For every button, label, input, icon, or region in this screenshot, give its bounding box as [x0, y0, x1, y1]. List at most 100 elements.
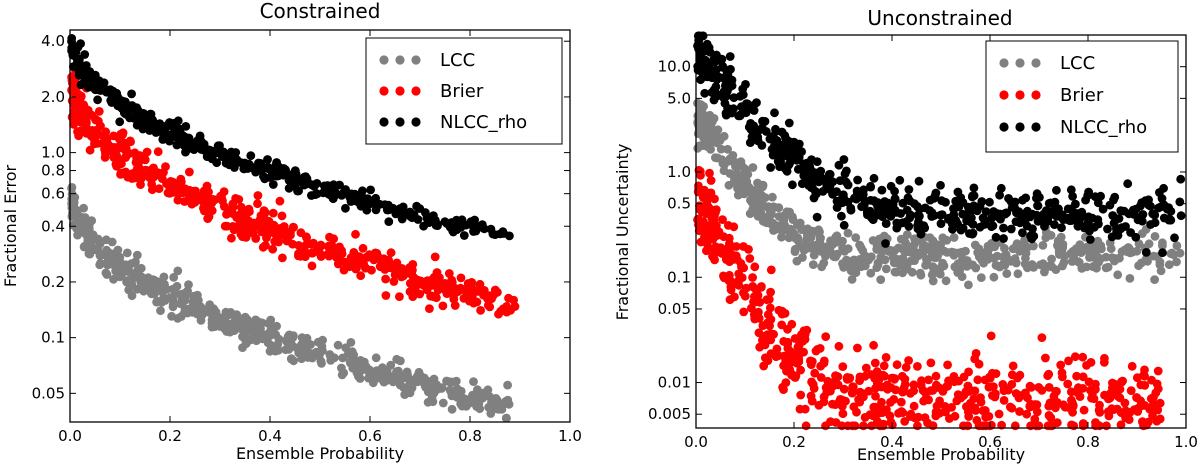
scatter-point-lcc: [707, 117, 717, 127]
scatter-point-lcc: [367, 368, 376, 377]
scatter-point-lcc: [1115, 253, 1124, 263]
scatter-point-brier: [1155, 398, 1165, 408]
scatter-point-nlcc-rho: [1093, 198, 1103, 208]
y-tick-label: 2.0: [41, 88, 65, 106]
scatter-point-nlcc-rho: [802, 158, 812, 168]
legend-marker: [411, 55, 421, 65]
scatter-point-brier: [1139, 421, 1148, 431]
scatter-point-nlcc-rho: [185, 140, 195, 150]
scatter-point-brier: [1030, 414, 1040, 424]
chart-title: Unconstrained: [867, 6, 1012, 30]
scatter-point-lcc: [1073, 257, 1083, 266]
scatter-point-nlcc-rho: [1066, 185, 1076, 195]
scatter-point-lcc: [1021, 253, 1030, 263]
scatter-point-brier: [488, 291, 498, 300]
scatter-point-brier: [185, 167, 194, 177]
scatter-point-lcc: [795, 241, 804, 251]
legend-marker: [1015, 122, 1025, 132]
scatter-point-brier: [736, 259, 746, 268]
scatter-point-nlcc-rho: [221, 151, 231, 161]
scatter-point-lcc: [949, 248, 959, 258]
scatter-point-brier: [270, 237, 280, 246]
scatter-point-lcc: [188, 308, 198, 317]
scatter-point-nlcc-rho: [1033, 201, 1043, 211]
scatter-point-nlcc-rho: [1154, 203, 1163, 213]
scatter-point-nlcc-rho: [99, 78, 109, 88]
scatter-point-nlcc-rho: [84, 82, 94, 92]
scatter-point-nlcc-rho: [797, 147, 806, 157]
scatter-point-brier: [1056, 360, 1066, 370]
scatter-point-nlcc-rho: [92, 80, 101, 89]
scatter-point-brier: [1091, 379, 1100, 389]
scatter-point-lcc: [750, 187, 760, 197]
scatter-point-lcc: [802, 234, 812, 244]
scatter-point-nlcc-rho: [711, 56, 721, 65]
scatter-point-brier: [268, 244, 278, 254]
scatter-point-nlcc-rho: [1119, 206, 1129, 216]
scatter-point-brier: [934, 383, 944, 392]
legend-marker: [379, 117, 389, 127]
scatter-point-nlcc-rho: [302, 174, 312, 184]
scatter-point-brier: [380, 265, 390, 274]
y-axis-label: Fractional Uncertainty: [613, 144, 632, 321]
scatter-point-lcc: [1150, 275, 1159, 284]
scatter-point-brier: [496, 306, 505, 316]
scatter-point-nlcc-rho: [877, 185, 887, 195]
scatter-point-nlcc-rho: [1044, 199, 1054, 208]
scatter-point-nlcc-rho: [954, 202, 964, 212]
scatter-point-brier: [152, 169, 162, 178]
legend: LCC Brier NLCC_rho: [985, 40, 1179, 153]
scatter-point-brier: [731, 242, 741, 251]
scatter-point-nlcc-rho: [445, 222, 455, 232]
scatter-point-nlcc-rho: [115, 117, 125, 127]
scatter-point-brier: [920, 413, 930, 422]
scatter-point-nlcc-rho: [1129, 210, 1139, 219]
scatter-point-lcc: [392, 354, 402, 364]
scatter-point-nlcc-rho: [1166, 215, 1176, 225]
scatter-point-nlcc-rho: [336, 190, 346, 200]
scatter-point-brier: [791, 355, 800, 365]
scatter-point-nlcc-rho: [1010, 197, 1020, 207]
scatter-point-lcc: [719, 131, 729, 141]
legend-marker: [999, 58, 1009, 68]
scatter-point-brier: [120, 145, 130, 154]
scatter-point-lcc: [225, 327, 235, 337]
scatter-point-brier: [837, 401, 847, 411]
scatter-point-nlcc-rho: [969, 183, 979, 193]
scatter-point-lcc: [838, 259, 847, 269]
scatter-point-nlcc-rho: [698, 59, 708, 69]
scatter-point-lcc: [693, 117, 703, 127]
scatter-point-lcc: [1069, 250, 1079, 260]
scatter-point-lcc: [264, 330, 274, 339]
scatter-point-lcc: [1029, 263, 1038, 272]
scatter-point-nlcc-rho: [881, 219, 891, 229]
scatter-point-brier: [463, 288, 473, 298]
scatter-point-lcc: [487, 403, 497, 413]
scatter-point-brier: [842, 373, 852, 383]
y-axis: 0.05 0.1 0.2 0.4 0.6 0.81.0 2.0 4.0: [32, 32, 570, 402]
scatter-point-lcc: [811, 244, 820, 254]
scatter-point-lcc: [122, 276, 132, 285]
scatter-point-lcc: [838, 236, 847, 246]
scatter-point-brier: [356, 271, 366, 281]
legend-marker: [379, 86, 389, 96]
scatter-point-brier: [980, 406, 989, 415]
scatter-point-nlcc-rho: [741, 80, 750, 89]
scatter-point-brier: [228, 199, 238, 209]
scatter-point-lcc: [423, 387, 433, 397]
scatter-point-lcc: [503, 380, 512, 390]
scatter-point-brier: [896, 397, 906, 407]
scatter-point-nlcc-rho: [958, 209, 968, 219]
scatter-point-nlcc-rho: [789, 137, 799, 147]
scatter-point-lcc: [147, 289, 156, 299]
scatter-point-nlcc-rho: [745, 138, 755, 148]
scatter-point-brier: [730, 292, 739, 302]
scatter-point-brier: [381, 291, 391, 300]
x-axis: 0.0 0.2 0.4 0.6 0.8 1.0: [684, 35, 1198, 451]
scatter-point-nlcc-rho: [953, 187, 963, 197]
scatter-point-lcc: [1013, 269, 1023, 279]
scatter-point-brier: [718, 215, 727, 225]
scatter-point-brier: [909, 386, 919, 396]
scatter-point-lcc: [847, 275, 857, 284]
scatter-point-brier: [763, 356, 773, 365]
